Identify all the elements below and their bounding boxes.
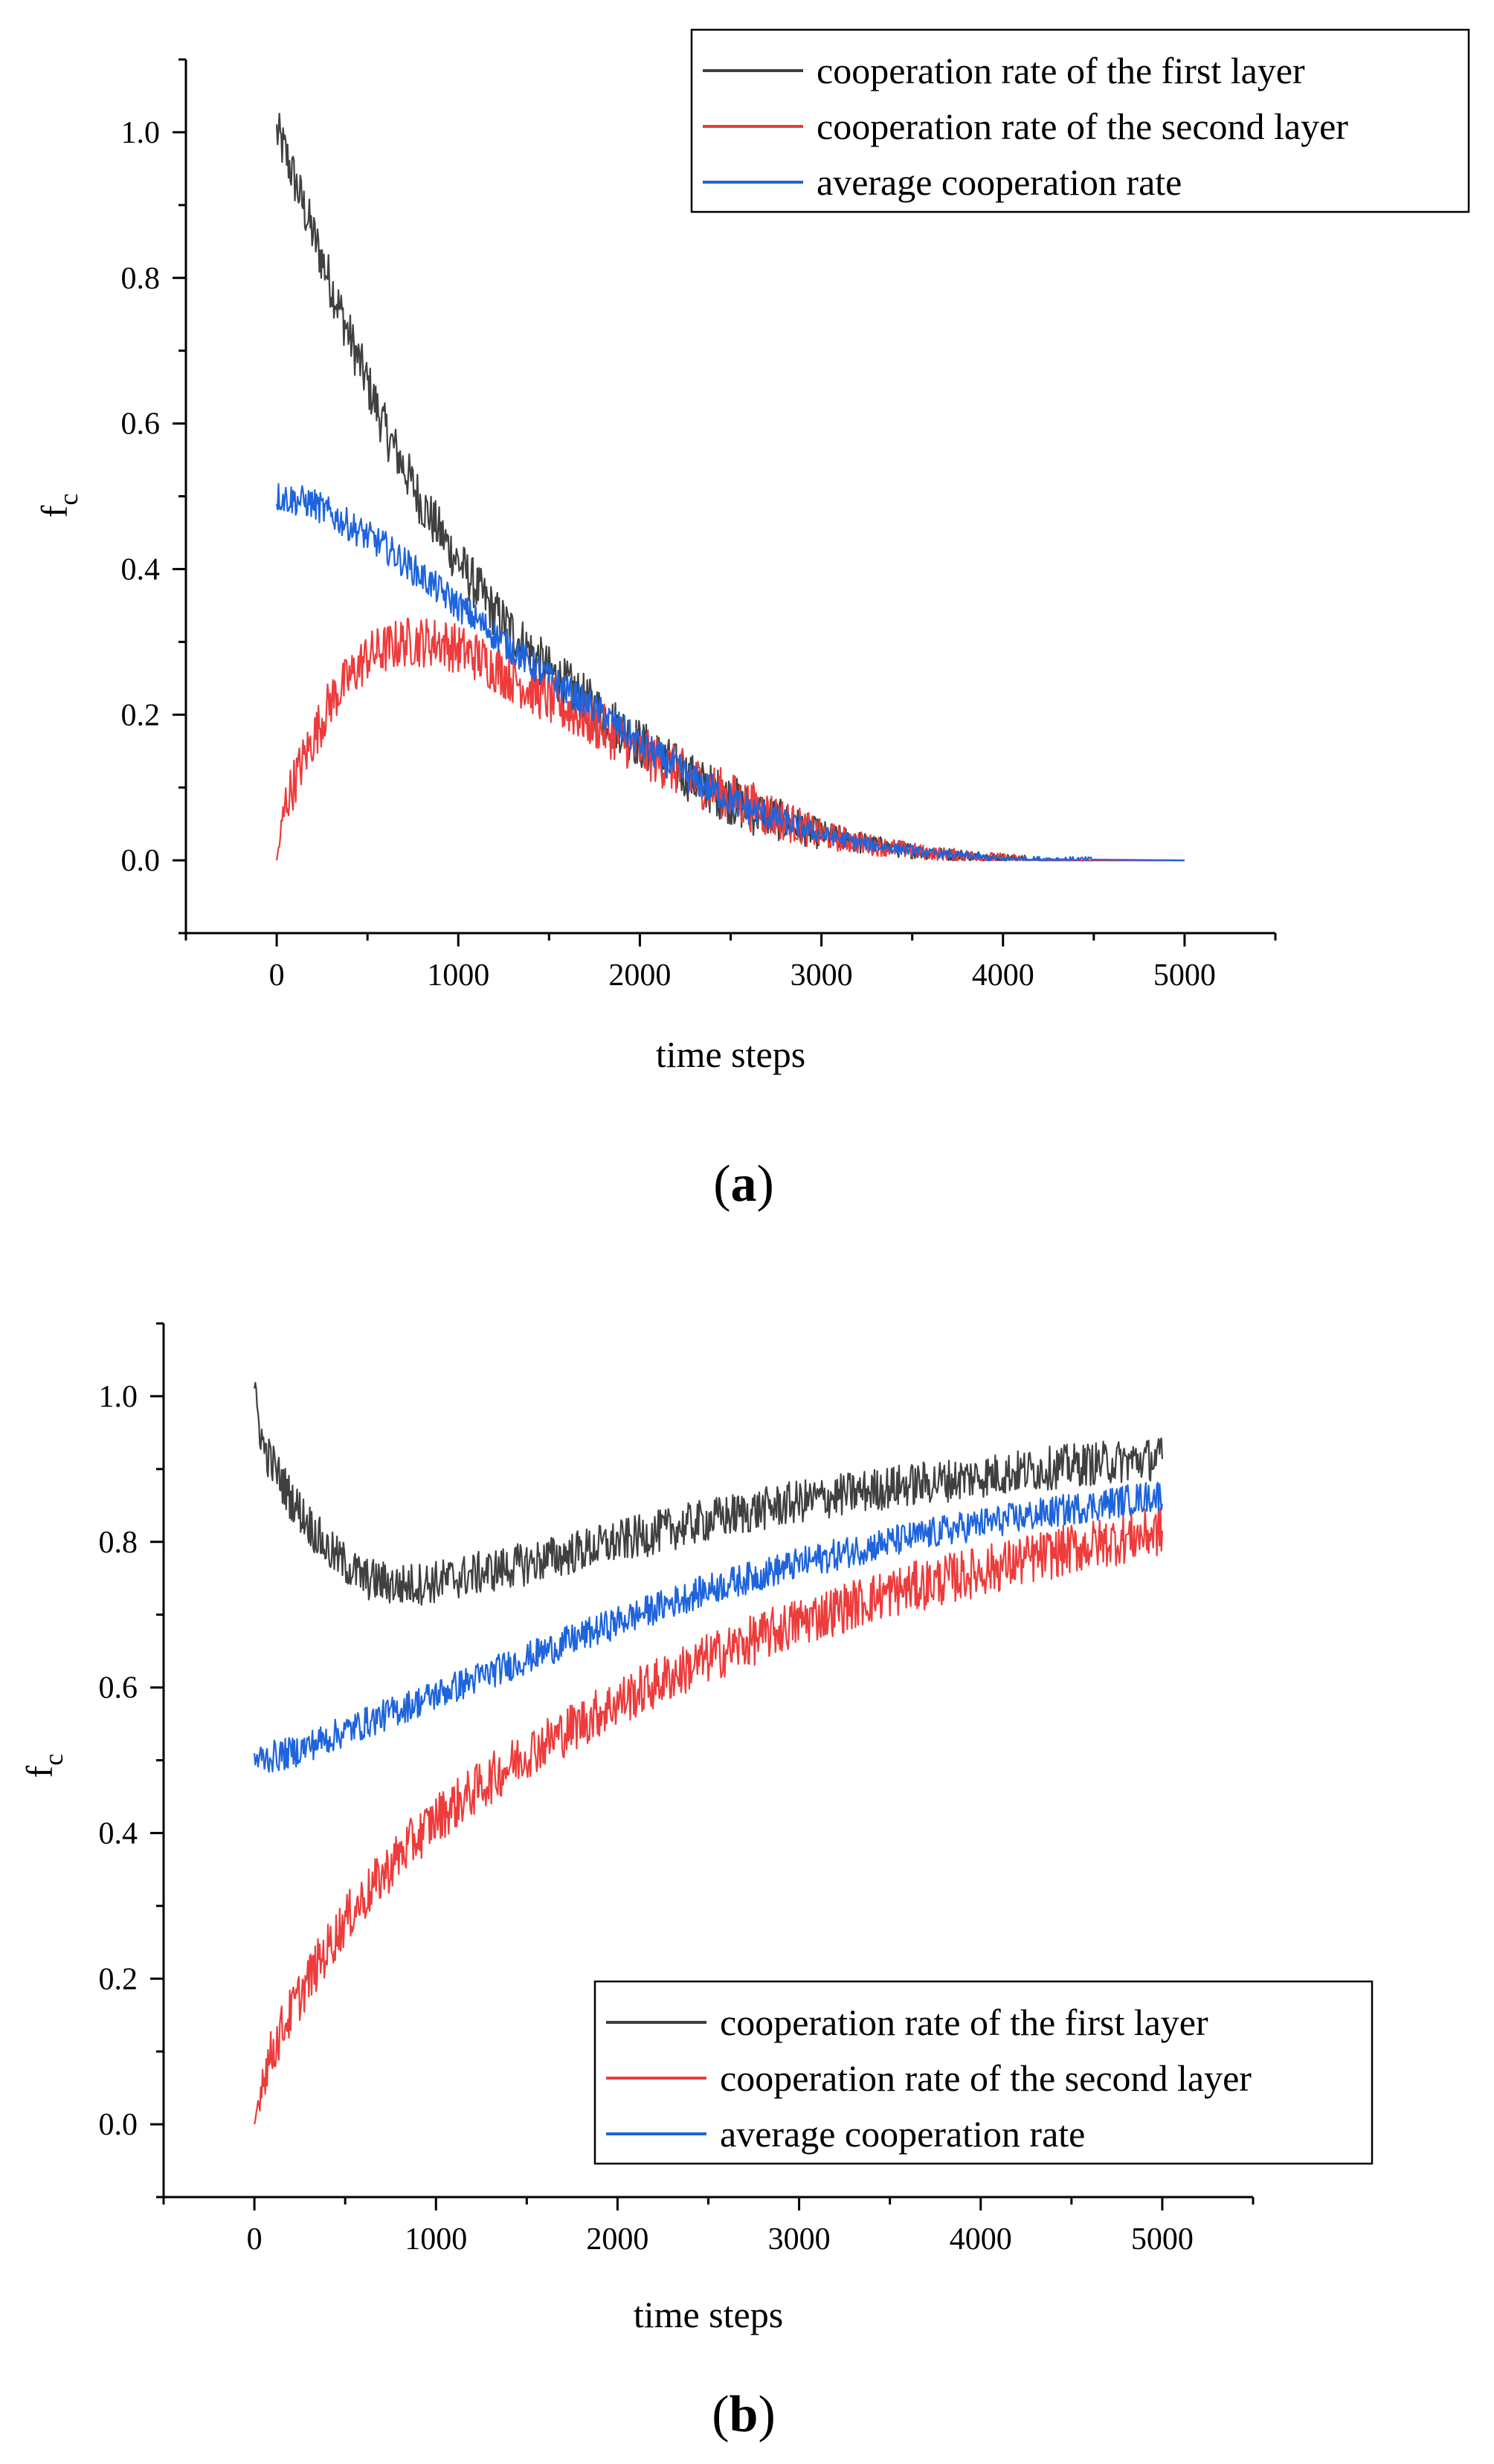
chart-panel-b: 0 1000 2000 3000 4000 5000 0.0 0.2 0.4 0.6 0.8 1.0 t… bbox=[19, 1322, 1374, 2443]
x-tick-label: 1000 bbox=[427, 958, 489, 993]
y-tick-label: 0.4 bbox=[99, 1816, 138, 1851]
panel-label: (b) bbox=[712, 2386, 776, 2443]
panel-label-open-paren: ( bbox=[713, 1155, 730, 1213]
y-tick-label: 0.2 bbox=[99, 1962, 138, 1996]
panel-label-close-paren: ) bbox=[757, 1155, 774, 1213]
y-axis-title: fc bbox=[19, 1754, 68, 1778]
y-tick-label: 0.0 bbox=[121, 844, 161, 878]
y-axis-title-main: f bbox=[33, 505, 75, 517]
x-tick-label: 5000 bbox=[1153, 958, 1216, 993]
legend-label: cooperation rate of the first layer bbox=[720, 2002, 1208, 2043]
legend-label: cooperation rate of the first layer bbox=[817, 50, 1305, 91]
x-tick-label: 4000 bbox=[972, 958, 1034, 993]
series-line-average bbox=[276, 483, 1185, 862]
x-tick-label: 1000 bbox=[405, 2222, 467, 2257]
x-tick-label: 2000 bbox=[608, 958, 671, 993]
legend: cooperation rate of the first layer coope… bbox=[690, 28, 1470, 213]
panel-label-open-paren: ( bbox=[712, 2386, 729, 2443]
y-tick-label: 1.0 bbox=[121, 116, 161, 150]
x-tick-label: 0 bbox=[269, 958, 285, 993]
legend-label: average cooperation rate bbox=[817, 161, 1182, 203]
x-tick-label: 3000 bbox=[791, 958, 853, 993]
y-tick-label: 0.6 bbox=[121, 407, 161, 442]
y-tick-label: 0.0 bbox=[99, 2108, 138, 2142]
y-tick-label: 0.2 bbox=[121, 698, 161, 732]
y-tick-label: 0.4 bbox=[121, 552, 161, 587]
legend-label: cooperation rate of the second layer bbox=[817, 106, 1348, 147]
series-line-first-layer bbox=[276, 112, 1185, 862]
legend: cooperation rate of the first layer coope… bbox=[593, 1980, 1374, 2165]
y-axis-title-sub: c bbox=[54, 494, 83, 506]
series-line-second-layer bbox=[254, 1506, 1163, 2125]
x-tick-label: 5000 bbox=[1131, 2222, 1194, 2257]
series-line-average bbox=[254, 1482, 1163, 1773]
y-tick-label: 0.6 bbox=[99, 1671, 138, 1706]
panel-label-letter: a bbox=[731, 1155, 757, 1213]
series-line-second-layer bbox=[276, 617, 1185, 862]
y-axis-title: fc bbox=[33, 494, 83, 518]
x-tick-label: 3000 bbox=[768, 2222, 831, 2257]
y-tick-label: 0.8 bbox=[121, 262, 161, 296]
x-axis-title: time steps bbox=[656, 1033, 805, 1075]
panel-label-letter: b bbox=[730, 2386, 759, 2443]
panel-label-close-paren: ) bbox=[758, 2386, 775, 2443]
x-axis-title: time steps bbox=[634, 2294, 783, 2335]
legend-box bbox=[690, 28, 1470, 213]
legend-label: average cooperation rate bbox=[720, 2113, 1085, 2155]
y-tick-label: 1.0 bbox=[99, 1380, 138, 1414]
y-axis-title-main: f bbox=[19, 1765, 60, 1778]
chart-panel-a: 0 1000 2000 3000 4000 5000 0.0 0.2 0.4 0.6 0.8 1.0 t… bbox=[33, 28, 1470, 1213]
series-line-first-layer bbox=[254, 1381, 1163, 1606]
legend-box bbox=[593, 1980, 1374, 2165]
panel-label: (a) bbox=[713, 1155, 774, 1213]
y-axis-title-sub: c bbox=[39, 1754, 68, 1766]
x-tick-label: 0 bbox=[247, 2222, 263, 2257]
x-tick-label: 2000 bbox=[586, 2222, 648, 2257]
y-tick-label: 0.8 bbox=[99, 1526, 138, 1560]
x-tick-label: 4000 bbox=[950, 2222, 1012, 2257]
legend-label: cooperation rate of the second layer bbox=[720, 2057, 1252, 2099]
